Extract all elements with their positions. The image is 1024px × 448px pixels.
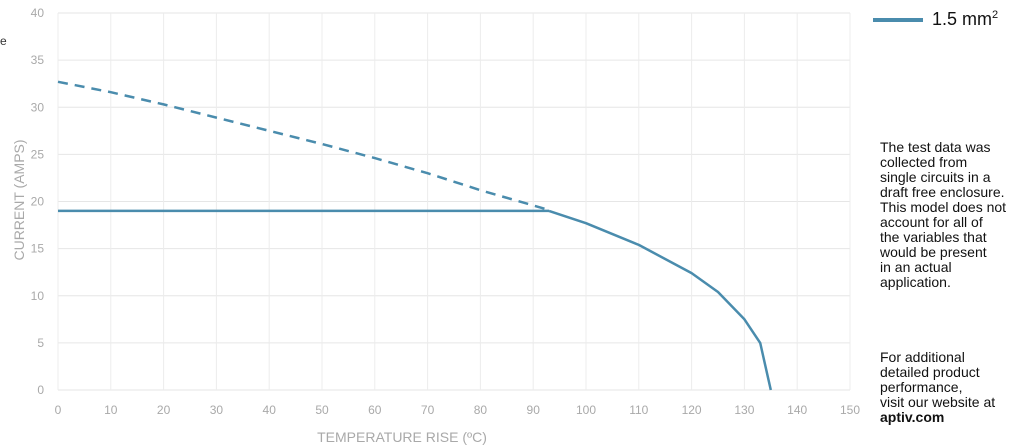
y-tick-label: 30 — [31, 100, 45, 114]
x-tick-label: 70 — [421, 403, 435, 417]
chart: 0 5 10 15 20 25 30 35 40 0 10 20 30 40 50 60 70 80 90 100 1… — [11, 6, 861, 445]
y-axis-title: CURRENT (AMPS) — [11, 139, 27, 260]
note-line: account for all of — [880, 214, 983, 230]
x-tick-label: 110 — [629, 403, 648, 417]
series-line-solid — [548, 209, 773, 391]
x-tick-label: 140 — [787, 403, 807, 417]
note-line: detailed product — [880, 364, 980, 380]
note-line: For additional — [880, 349, 965, 365]
x-axis-ticks: 0 10 20 30 40 50 60 70 80 90 100 110 120 130 140 150 — [55, 403, 861, 417]
y-axis-ticks: 0 5 10 15 20 25 30 35 40 — [31, 6, 45, 397]
website-note: For additional detailed product performa… — [880, 350, 1024, 425]
disclaimer-note: The test data was collected from single … — [880, 140, 1024, 290]
x-tick-label: 40 — [263, 403, 277, 417]
legend: 1.5 mm2 — [873, 9, 998, 30]
website-link[interactable]: aptiv.com — [880, 409, 945, 425]
note-line: visit our website at — [880, 394, 996, 410]
x-tick-label: 80 — [474, 403, 488, 417]
x-tick-label: 50 — [315, 403, 329, 417]
y-tick-label: 40 — [31, 6, 45, 20]
y-tick-label: 10 — [31, 289, 45, 303]
x-tick-label: 130 — [734, 403, 754, 417]
y-tick-label: 0 — [37, 383, 44, 397]
note-line: in an actual — [880, 259, 952, 275]
series-group — [57, 80, 773, 391]
grid — [57, 12, 851, 391]
note-line: This model does not — [880, 199, 1007, 215]
y-tick-label: 15 — [31, 242, 45, 256]
legend-label-superscript: 2 — [992, 9, 999, 21]
x-tick-label: 100 — [576, 403, 596, 417]
note-line: The test data was — [880, 139, 991, 155]
note-line: performance, — [880, 379, 963, 395]
x-axis-title: TEMPERATURE RISE (ºC) — [317, 429, 487, 445]
legend-label: 1.5 mm2 — [932, 9, 998, 30]
x-tick-label: 60 — [368, 403, 382, 417]
y-tick-label: 20 — [31, 195, 45, 209]
x-tick-label: 150 — [840, 403, 860, 417]
note-line: single circuits in a — [880, 169, 991, 185]
x-tick-label: 0 — [55, 403, 62, 417]
note-line: application. — [880, 274, 951, 290]
y-tick-label: 25 — [31, 147, 45, 161]
x-tick-label: 120 — [682, 403, 702, 417]
side-stub-text: e — [0, 34, 7, 48]
note-line: collected from — [880, 154, 968, 170]
legend-label-text: 1.5 mm — [932, 9, 993, 29]
note-line: the variables that — [880, 229, 987, 245]
legend-swatch — [873, 17, 923, 22]
note-line: would be present — [880, 244, 987, 260]
note-line: draft free enclosure. — [880, 184, 1005, 200]
series-line-dashed — [57, 80, 550, 212]
y-tick-label: 35 — [31, 53, 45, 67]
x-tick-label: 30 — [210, 403, 224, 417]
x-tick-label: 90 — [527, 403, 541, 417]
y-tick-label: 5 — [37, 336, 44, 350]
x-tick-label: 20 — [157, 403, 171, 417]
x-tick-label: 10 — [104, 403, 118, 417]
